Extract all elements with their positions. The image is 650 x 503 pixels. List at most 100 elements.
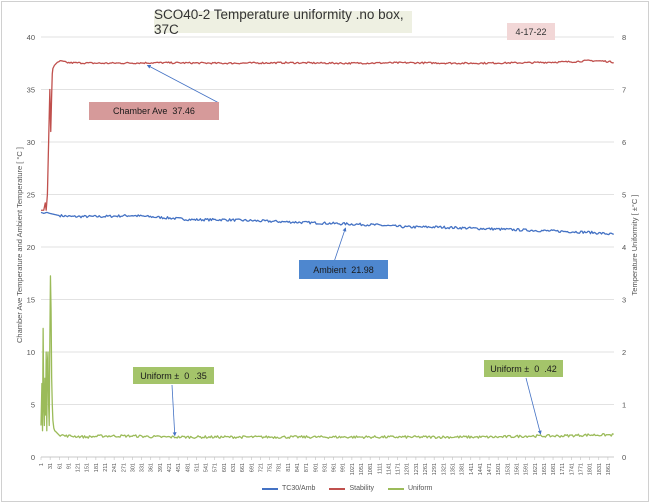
x-tick-label: 1 — [39, 463, 45, 466]
legend-swatch — [329, 487, 346, 490]
callout-chamber-ave: Chamber Ave 37.46 — [89, 102, 219, 120]
annotation-arrow — [525, 377, 542, 435]
x-tick-label: 451 — [176, 463, 182, 472]
y-tick-right: 3 — [622, 296, 626, 305]
y-tick-left: 30 — [27, 138, 35, 147]
y-tick-right: 7 — [622, 86, 626, 95]
callout-ambient: Ambient 21.98 — [299, 260, 388, 279]
y-tick-right: 1 — [622, 401, 626, 410]
x-tick-label: 181 — [94, 463, 100, 472]
legend: TC30/Amb Stability Uniform — [262, 485, 433, 492]
x-tick-label: 241 — [112, 463, 118, 472]
x-tick-label: 481 — [185, 463, 191, 472]
callout-uniform-2: Uniform ± 0 .42 — [484, 360, 563, 377]
x-tick-label: 1531 — [505, 463, 511, 475]
x-tick-label: 61 — [57, 463, 63, 469]
x-tick-label: 1261 — [423, 463, 429, 475]
x-tick-label: 1441 — [478, 463, 484, 475]
x-tick-label: 991 — [341, 463, 347, 472]
legend-label: TC30/Amb — [282, 485, 316, 492]
x-tick-label: 1141 — [386, 463, 392, 475]
x-tick-label: 211 — [103, 463, 109, 472]
x-tick-label: 301 — [130, 463, 136, 472]
y-tick-left: 10 — [27, 348, 35, 357]
x-tick-label: 511 — [194, 463, 200, 472]
x-tick-label: 1621 — [533, 463, 539, 475]
legend-item-tc30-amb: TC30/Amb — [262, 485, 315, 492]
x-tick-label: 1381 — [460, 463, 466, 475]
y-tick-left: 15 — [27, 296, 35, 305]
x-tick-label: 601 — [222, 463, 228, 472]
series-line-stability — [40, 59, 614, 211]
x-tick-label: 901 — [313, 463, 319, 472]
series-line-uniform — [40, 275, 614, 440]
y-tick-right: 5 — [622, 191, 626, 200]
x-tick-label: 1051 — [359, 463, 365, 475]
x-tick-label: 1561 — [514, 463, 520, 475]
x-tick-label: 1741 — [569, 463, 575, 475]
gridlines — [41, 36, 614, 458]
axes — [40, 456, 614, 460]
y-tick-left: 40 — [27, 33, 35, 42]
annotation-arrow — [333, 227, 347, 263]
y-axis-label-right: Temperature Uniformity [ ±°C ] — [630, 195, 639, 296]
x-tick-label: 961 — [332, 463, 338, 472]
x-tick-label: 541 — [204, 463, 210, 472]
date-label: 4-17-22 — [507, 23, 555, 40]
x-tick-label: 361 — [149, 463, 155, 472]
x-tick-label: 1861 — [606, 463, 612, 475]
x-tick-label: 751 — [268, 463, 274, 472]
y-tick-right: 2 — [622, 348, 626, 357]
chart-title: SCO40-2 Temperature uniformity .no box, … — [154, 7, 412, 37]
series-lines — [40, 59, 614, 440]
x-tick-label: 1021 — [350, 463, 356, 475]
x-tick-label: 1351 — [450, 463, 456, 475]
x-tick-label: 271 — [121, 463, 127, 472]
legend-label: Uniform — [407, 485, 433, 492]
y-tick-left: 20 — [27, 243, 35, 252]
x-tick-label: 1651 — [542, 463, 548, 475]
x-tick-label: 1711 — [560, 463, 566, 475]
y-tick-right: 6 — [622, 138, 626, 147]
legend-swatch — [262, 487, 278, 490]
x-tick-label: 1231 — [414, 463, 420, 475]
x-tick-label: 871 — [304, 463, 310, 472]
x-tick-label: 1681 — [551, 463, 557, 475]
x-tick-label: 1471 — [487, 463, 493, 475]
callout-uniform-1: Uniform ± 0 .35 — [133, 367, 214, 384]
legend-item-uniform: Uniform — [387, 485, 433, 492]
x-tick-label: 91 — [66, 463, 72, 469]
x-tick-label: 31 — [48, 463, 54, 469]
x-tick-label: 121 — [76, 463, 82, 472]
x-tick-label: 1171 — [396, 463, 402, 475]
x-tick-label: 841 — [295, 463, 301, 472]
x-tick-label: 691 — [249, 463, 255, 472]
x-tick-label: 331 — [140, 463, 146, 472]
legend-label: Stability — [349, 485, 374, 492]
x-tick-label: 631 — [231, 463, 237, 472]
x-tick-label: 1291 — [432, 463, 438, 475]
x-tick-label: 1411 — [469, 463, 475, 475]
y-tick-right: 8 — [622, 33, 626, 42]
y-tick-right: 0 — [622, 453, 626, 462]
annotation-arrow — [171, 384, 177, 437]
series-line-tc30-amb — [40, 211, 614, 236]
legend-swatch — [387, 487, 404, 490]
y-tick-left: 0 — [31, 453, 35, 462]
y-tick-left: 5 — [31, 401, 35, 410]
x-tick-label: 721 — [258, 463, 264, 472]
x-tick-label: 1801 — [588, 463, 594, 475]
x-tick-label: 571 — [213, 463, 219, 472]
x-tick-label: 1201 — [405, 463, 411, 475]
x-tick-label: 1501 — [496, 463, 502, 475]
x-tick-label: 931 — [322, 463, 328, 472]
x-tick-label: 1591 — [524, 463, 530, 475]
x-tick-label: 811 — [286, 463, 292, 472]
y-axis-label-left: Chamber Ave Temperature and Ambient Temp… — [15, 147, 24, 343]
y-tick-left: 35 — [27, 86, 35, 95]
x-tick-label: 1081 — [368, 463, 374, 475]
x-tick-label: 151 — [85, 463, 91, 472]
annotation-arrow — [146, 64, 220, 104]
